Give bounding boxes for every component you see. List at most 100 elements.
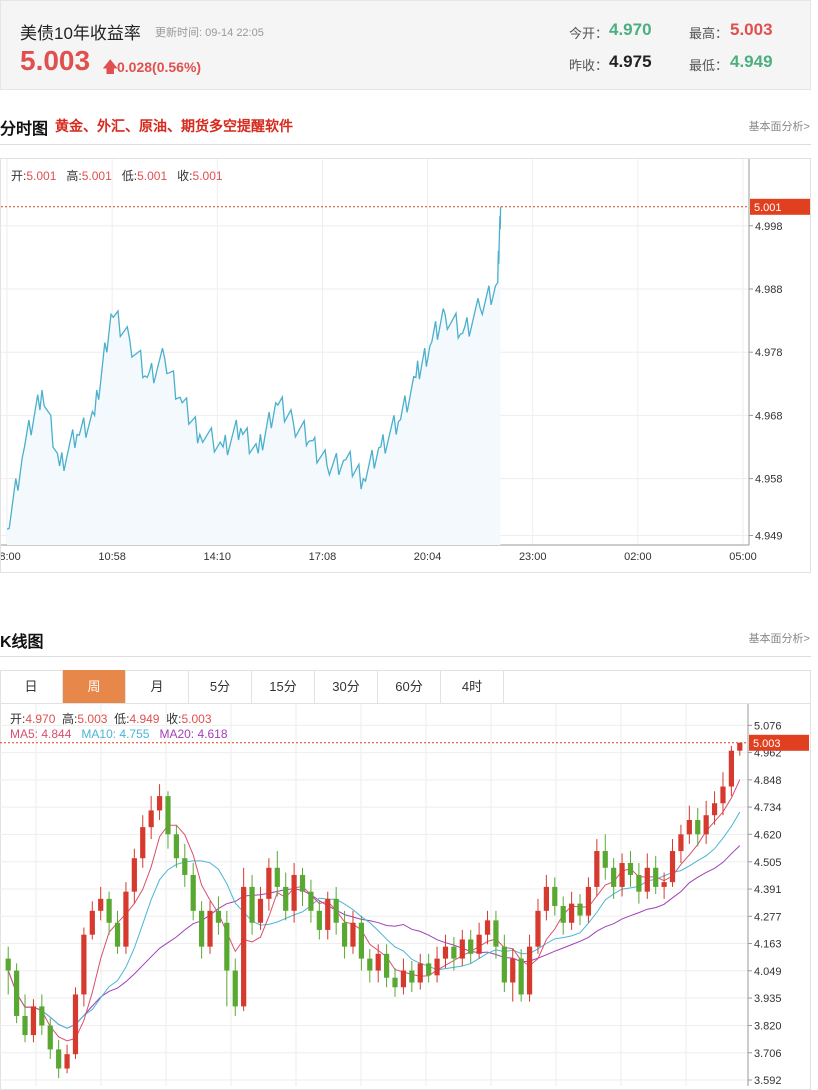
candle-body	[190, 874, 196, 911]
y-tick-label: 4.049	[754, 966, 782, 978]
ohlc-low: 5.001	[137, 169, 168, 183]
up-arrow-icon: 🡅	[102, 59, 119, 76]
candle-body	[493, 920, 499, 947]
tab-day[interactable]: 日	[0, 670, 63, 703]
candle-body	[577, 903, 583, 916]
ma10-line	[7, 811, 741, 1029]
y-tick-label: 3.935	[754, 993, 782, 1005]
candle-body	[224, 922, 230, 971]
y-tick-label: 4.998	[755, 221, 783, 233]
candle-body	[644, 867, 650, 892]
tab-4hour[interactable]: 4时	[441, 670, 504, 703]
y-tick-label: 4.620	[754, 829, 782, 841]
x-tick-label: 17:08	[309, 551, 337, 563]
candle-body	[165, 796, 171, 835]
candle-body	[526, 946, 533, 995]
candle-body	[669, 851, 676, 883]
candle-body	[468, 939, 474, 954]
kline-divider	[0, 656, 811, 657]
k-close: 5.003	[181, 712, 212, 726]
k-high-label: 高:	[62, 712, 78, 726]
open-label: 今开：	[569, 26, 609, 41]
x-tick-label: 05:00	[729, 551, 757, 563]
tab-60min[interactable]: 60分	[378, 670, 441, 703]
last-price: 5.003	[20, 45, 91, 76]
candle-body	[686, 819, 692, 835]
y-tick-label: 4.277	[754, 911, 782, 923]
prev-close-value: 4.975	[609, 52, 652, 71]
y-tick-label: 4.988	[755, 284, 783, 296]
update-time: 更新时间: 09-14 22:05	[155, 24, 264, 40]
candle-body	[182, 858, 188, 875]
candle-body	[106, 898, 112, 923]
intraday-chart[interactable]: 08:00 10:58 14:10 17:08 20:04 23:00 02:00 05:00…	[1, 159, 812, 574]
candle-body	[627, 863, 634, 875]
candle-body	[711, 803, 718, 816]
candle-body	[232, 970, 238, 1007]
candle-body	[594, 851, 600, 887]
section-divider	[0, 144, 811, 145]
candle-body	[207, 910, 213, 947]
tab-month[interactable]: 月	[126, 670, 189, 703]
kline-fundamental-link[interactable]: 基本面分析>	[748, 633, 810, 645]
intraday-chart-box: 08:00 10:58 14:10 17:08 20:04 23:00 02:00 05:00…	[0, 158, 811, 573]
y-tick-label: 3.820	[754, 1021, 782, 1033]
low-value: 4.949	[730, 52, 773, 71]
candle-body	[703, 815, 709, 835]
candle-body	[257, 898, 264, 923]
candle-body	[89, 910, 95, 935]
promo-link[interactable]: 黄金、外汇、原油、期货多空提醒软件	[55, 118, 293, 134]
instrument-name: 美债10年收益率	[20, 24, 141, 43]
intraday-title: 分时图	[0, 121, 49, 138]
update-label: 更新时间:	[155, 27, 203, 39]
candle-body	[56, 1049, 62, 1069]
tab-30min[interactable]: 30分	[315, 670, 378, 703]
kline-ohlc: 开:4.970 高:5.003 低:4.949 收:5.003	[10, 710, 212, 727]
candle-body	[308, 891, 314, 911]
candle-body	[585, 886, 592, 916]
candle-body	[156, 796, 163, 811]
intraday-line	[6, 206, 502, 530]
y-tick-label: 4.163	[754, 939, 782, 951]
current-price-badge	[749, 734, 809, 751]
open-value: 4.970	[609, 20, 652, 39]
candle-body	[459, 939, 465, 959]
candle-body	[39, 1006, 45, 1026]
candle-body	[241, 886, 247, 1007]
candle-body	[215, 910, 222, 923]
period-tabs: 日 周 月 5分 15分 30分 60分 4时	[0, 670, 811, 704]
fundamental-analysis-link[interactable]: 基本面分析>	[748, 121, 810, 133]
y-tick-label: 3.592	[754, 1075, 782, 1086]
candle-body	[333, 898, 339, 923]
candle-body	[148, 810, 154, 828]
tab-week[interactable]: 周	[63, 670, 126, 703]
tab-5min[interactable]: 5分	[189, 670, 252, 703]
x-tick-label: 02:00	[624, 551, 652, 563]
ma20-legend: MA20: 4.618	[159, 727, 228, 741]
candle-body	[501, 946, 507, 983]
y-tick-label: 4.391	[754, 884, 782, 896]
candle-body	[476, 934, 482, 954]
ohlc-open-label: 开:	[11, 169, 27, 183]
ohlc-high-label: 高:	[66, 169, 82, 183]
candle-body	[81, 934, 87, 995]
candle-body	[325, 898, 331, 930]
candle-body	[426, 963, 432, 976]
tab-15min[interactable]: 15分	[252, 670, 315, 703]
candle-body	[434, 958, 440, 976]
k-low: 4.949	[129, 712, 160, 726]
x-tick-label: 14:10	[204, 551, 232, 563]
k-close-label: 收:	[166, 712, 182, 726]
candle-body	[695, 819, 701, 835]
high-label: 最高：	[689, 26, 729, 41]
ma20-line	[7, 845, 741, 1029]
candle-body	[442, 946, 449, 959]
candle-body	[72, 994, 79, 1055]
kline-title: K线图	[0, 634, 44, 651]
candle-body	[64, 1054, 70, 1069]
candle-body	[199, 910, 205, 947]
ma5-legend: MA5: 4.844	[10, 727, 72, 741]
candle-body	[451, 946, 457, 959]
kline-chart[interactable]: 5.0764.9624.8484.7344.6204.5054.3914.277…	[0, 704, 811, 1086]
candle-body	[350, 922, 356, 947]
